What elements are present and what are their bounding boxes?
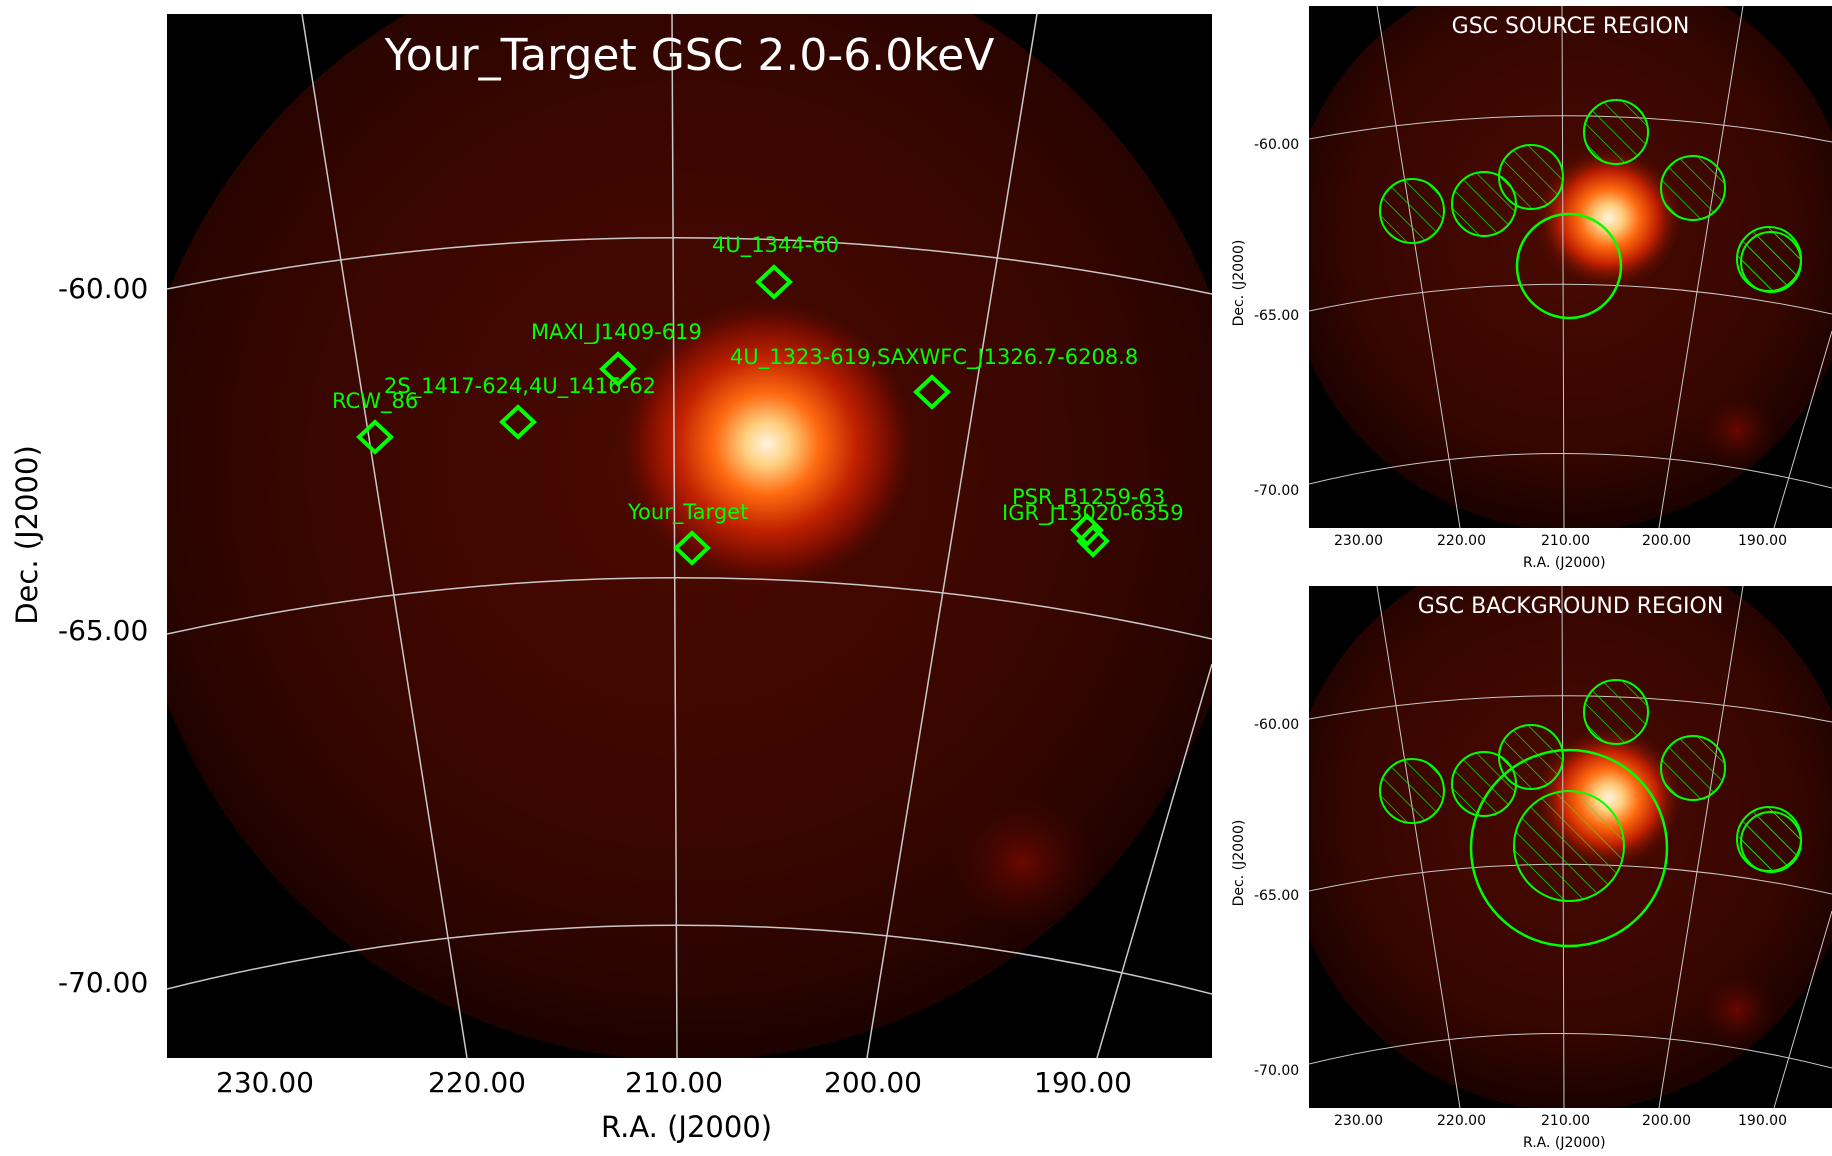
source-extraction-circle[interactable] (1515, 212, 1623, 320)
coordinate-grid (167, 14, 1212, 1058)
main-xtick-5: 190.00 (1034, 1066, 1132, 1099)
main-xtick-4: 200.00 (824, 1066, 922, 1099)
src-xtick-2: 220.00 (1437, 533, 1486, 549)
label-4u-1344-60: 4U_1344-60 (712, 233, 839, 258)
main-xtick-3: 210.00 (625, 1066, 723, 1099)
src-xtick-1: 230.00 (1334, 533, 1383, 549)
marker-your-target[interactable] (673, 530, 711, 566)
bkg-xtick-1: 230.00 (1334, 1113, 1383, 1129)
background-region-image: GSC BACKGROUND REGION (1309, 586, 1832, 1108)
faint-source-glow (1697, 392, 1777, 468)
source-region-svg (1309, 6, 1832, 528)
source-region-image: GSC SOURCE REGION (1309, 6, 1832, 528)
main-ylabel: Dec. (J2000) (10, 445, 44, 625)
marker-maxi-j1409-619[interactable] (599, 351, 637, 387)
marker-psr-b1259-63[interactable] (1070, 513, 1104, 547)
src-ytick-3: -70.00 (1254, 483, 1300, 499)
background-annulus-circle[interactable] (1469, 748, 1669, 948)
src-xtick-3: 210.00 (1541, 533, 1590, 549)
bkg-xtick-5: 190.00 (1738, 1113, 1787, 1129)
marker-4u-1323-619[interactable] (913, 374, 951, 410)
main-xtick-2: 220.00 (428, 1066, 526, 1099)
label-4u-1323-619: 4U_1323-619,SAXWFC_J1326.7-6208.8 (730, 345, 1138, 370)
main-ytick-3: -70.00 (58, 966, 149, 999)
bkg-ylabel: Dec. (J2000) (1231, 819, 1247, 907)
main-sky-svg: 4U_1344-60 MAXI_J1409-619 4U_1323-619,SA… (167, 14, 1212, 1058)
faint-source-glow (947, 792, 1097, 932)
main-sky-image: 4U_1344-60 MAXI_J1409-619 4U_1323-619,SA… (167, 14, 1212, 1058)
bkg-ytick-3: -70.00 (1254, 1063, 1300, 1079)
coordinate-grid (1309, 586, 1832, 1108)
marker-igr-j13020-6359[interactable] (1076, 524, 1110, 558)
label-igr-j13020-6359: IGR_J13020-6359 (1002, 501, 1184, 526)
bkg-xtick-2: 220.00 (1437, 1113, 1486, 1129)
label-2s-1417-624: 2S_1417-624,4U_1416-62 (384, 374, 656, 399)
src-xlabel: R.A. (J2000) (1523, 555, 1606, 571)
faint-source-glow (1697, 972, 1777, 1048)
exclusion-regions (1379, 679, 1802, 902)
label-maxi-j1409-619: MAXI_J1409-619 (531, 320, 702, 345)
coordinate-grid (1309, 6, 1832, 528)
bright-source-glow (617, 299, 917, 589)
marker-2s-1417-624[interactable] (499, 404, 537, 440)
exclusion-regions (1379, 99, 1802, 293)
main-xlabel: R.A. (J2000) (601, 1110, 773, 1144)
label-rcw-86: RCW_86 (332, 389, 418, 414)
label-your-target: Your_Target (627, 500, 748, 525)
bkg-xtick-3: 210.00 (1541, 1113, 1590, 1129)
src-xtick-4: 200.00 (1642, 533, 1691, 549)
background-region-svg (1309, 586, 1832, 1108)
main-ytick-2: -65.00 (58, 614, 149, 647)
main-title: Your_Target GSC 2.0-6.0keV (384, 30, 995, 81)
src-ytick-2: -65.00 (1254, 308, 1300, 324)
source-markers (356, 264, 1110, 566)
background-region-title: GSC BACKGROUND REGION (1417, 594, 1724, 619)
src-ytick-1: -60.00 (1254, 137, 1300, 153)
source-region-title: GSC SOURCE REGION (1451, 14, 1690, 39)
main-ytick-1: -60.00 (58, 272, 149, 305)
bkg-xlabel: R.A. (J2000) (1523, 1135, 1606, 1151)
label-psr-b1259-63: PSR_B1259-63 (1012, 485, 1165, 510)
marker-rcw-86[interactable] (356, 419, 394, 455)
main-xtick-1: 230.00 (216, 1066, 314, 1099)
bkg-ytick-1: -60.00 (1254, 717, 1300, 733)
bkg-ytick-2: -65.00 (1254, 888, 1300, 904)
marker-4u-1344-60[interactable] (755, 264, 793, 300)
src-ylabel: Dec. (J2000) (1231, 239, 1247, 327)
bkg-xtick-4: 200.00 (1642, 1113, 1691, 1129)
src-xtick-5: 190.00 (1738, 533, 1787, 549)
bright-source-glow (1534, 146, 1684, 290)
